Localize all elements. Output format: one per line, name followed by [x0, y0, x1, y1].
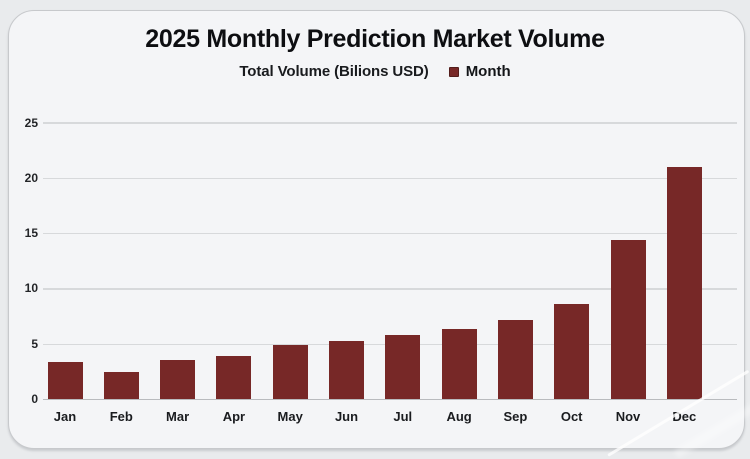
x-axis-line — [43, 398, 737, 401]
legend-square-icon — [448, 66, 459, 77]
x-tick-label-may: May — [277, 409, 303, 424]
chart-title: 2025 Monthly Prediction Market Volume — [145, 25, 605, 53]
x-tick-label-jul: Jul — [393, 409, 413, 424]
bar-may — [272, 345, 308, 400]
gridline-20 — [43, 177, 737, 179]
bar-aug — [441, 328, 477, 400]
x-tick-label-nov: Nov — [615, 409, 641, 424]
chart-subtitle: Total Volume (Bilions USD) — [239, 63, 429, 80]
gridline-10 — [43, 288, 737, 290]
bar-feb — [103, 371, 139, 400]
y-tick-label-5: 5 — [31, 336, 38, 351]
bar-dec — [666, 167, 702, 400]
bar-jun — [329, 340, 364, 400]
bar-mar — [160, 359, 196, 400]
x-tick-label-apr: Apr — [222, 409, 246, 424]
bar-nov — [610, 240, 646, 400]
y-tick-label-0: 0 — [31, 392, 38, 406]
gridline-25 — [43, 122, 737, 124]
y-tick-label-15: 15 — [24, 226, 38, 241]
x-tick-label-feb: Feb — [109, 409, 133, 424]
legend-label: Month — [465, 63, 511, 80]
x-tick-label-mar: Mar — [166, 409, 190, 424]
x-tick-label-sep: Sep — [503, 409, 528, 424]
y-tick-label-20: 20 — [24, 170, 38, 185]
x-tick-label-jun: Jun — [334, 409, 359, 424]
gridline-15 — [43, 232, 737, 235]
y-tick-label-10: 10 — [24, 281, 38, 296]
bar-jan — [47, 361, 83, 400]
bar-oct — [554, 304, 590, 400]
bar-apr — [216, 356, 252, 400]
chart-header-row: Total Volume (Bilions USD) Month — [0, 63, 750, 80]
y-tick-label-25: 25 — [24, 115, 38, 130]
x-tick-label-aug: Aug — [446, 409, 472, 424]
x-tick-label-oct: Oct — [560, 409, 583, 424]
bar-sep — [497, 319, 533, 400]
legend: Month — [448, 63, 511, 80]
x-tick-label-jan: Jan — [53, 409, 77, 424]
bar-jul — [385, 335, 421, 400]
